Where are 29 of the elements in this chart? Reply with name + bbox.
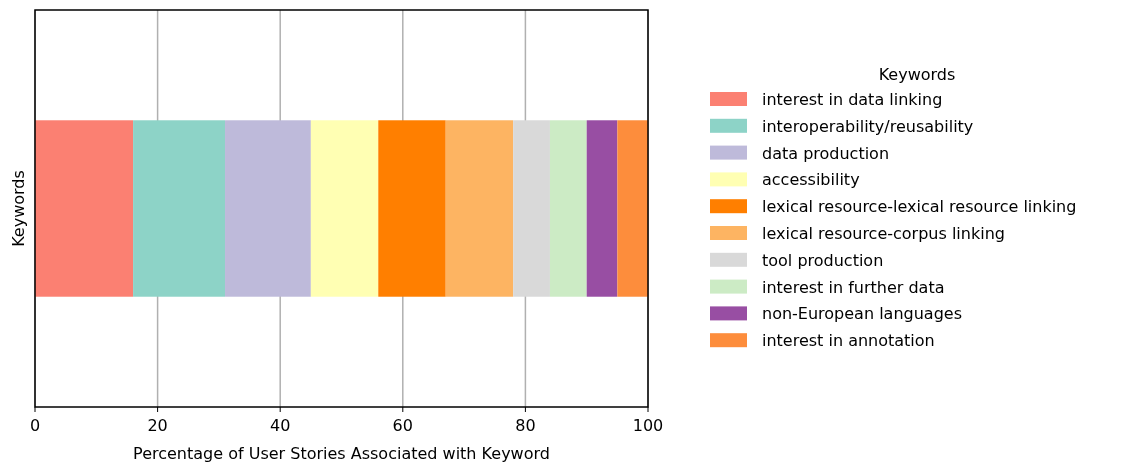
x-tick-label: 60 [392, 416, 413, 435]
bar [445, 120, 514, 297]
bar [310, 120, 379, 297]
bar [549, 120, 587, 297]
bar [513, 120, 550, 297]
legend-label: lexical resource-corpus linking [762, 224, 1005, 243]
legend-label: non-European languages [762, 304, 962, 324]
bar [133, 120, 226, 297]
legend-label: interoperability/reusability [762, 116, 974, 136]
x-tick-label: 20 [147, 416, 168, 435]
x-tick-label: 0 [29, 416, 41, 435]
y-axis-title: Keywords [9, 170, 28, 247]
x-tick-label: 100 [632, 416, 664, 435]
bar [35, 120, 134, 297]
legend-label: interest in data linking [762, 90, 943, 109]
bar [586, 120, 618, 297]
bar [617, 120, 648, 297]
legend-label: lexical resource-lexical resource linking [762, 197, 1077, 217]
legend-title: Keywords [878, 65, 956, 84]
legend-label: tool production [762, 250, 884, 270]
x-axis-title: Percentage of User Stories Associated with Keyword [133, 444, 550, 463]
legend-label: interest in annotation [762, 331, 935, 351]
legend-label: accessibility [762, 170, 860, 190]
x-tick-label: 40 [270, 416, 291, 435]
legend-label: data production [762, 143, 890, 163]
bar [378, 120, 446, 297]
x-tick-label: 80 [515, 416, 536, 435]
legend-label: interest in further data [762, 277, 945, 297]
bar [225, 120, 311, 297]
